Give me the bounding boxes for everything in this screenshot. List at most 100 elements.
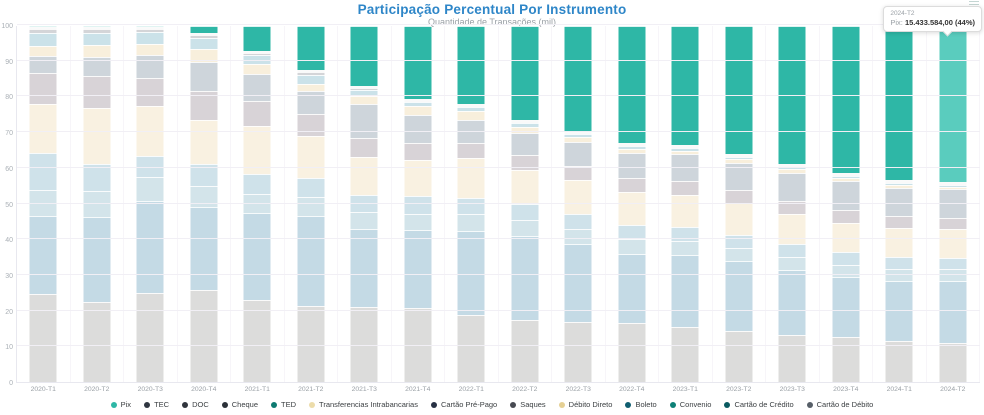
segment-ted[interactable] <box>564 133 592 137</box>
segment-transferencias-intrabancarias[interactable] <box>83 45 111 58</box>
legend-item-tec[interactable]: TEC <box>144 400 169 409</box>
segment-cart-o-pr-pago[interactable] <box>297 91 325 114</box>
segment-saques[interactable] <box>511 154 539 170</box>
segment-cart-o-de-d-bito[interactable] <box>778 334 806 382</box>
segment-cart-o-de-cr-dito[interactable] <box>671 254 699 328</box>
segment-cart-o-de-cr-dito[interactable] <box>778 270 806 335</box>
segment-saques[interactable] <box>671 181 699 195</box>
segment-cart-o-de-d-bito[interactable] <box>404 307 432 382</box>
segment-d-bito-direto[interactable] <box>190 120 218 165</box>
segment-saques[interactable] <box>83 75 111 109</box>
segment-cart-o-de-cr-dito[interactable] <box>832 276 860 337</box>
segment-d-bito-direto[interactable] <box>350 156 378 195</box>
segment-transferencias-intrabancarias[interactable] <box>564 136 592 142</box>
segment-doc[interactable] <box>136 28 164 30</box>
segment-pix[interactable] <box>136 26 164 27</box>
segment-ted[interactable] <box>350 90 378 96</box>
segment-convenio[interactable] <box>832 264 860 277</box>
segment-tec[interactable] <box>671 144 699 146</box>
segment-cheque[interactable] <box>297 72 325 75</box>
segment-doc[interactable] <box>350 87 378 89</box>
segment-saques[interactable] <box>832 210 860 223</box>
segment-cart-o-pr-pago[interactable] <box>243 74 271 102</box>
stacked-bar-2022-T2[interactable] <box>511 26 539 382</box>
segment-saques[interactable] <box>618 178 646 193</box>
segment-ted[interactable] <box>297 74 325 84</box>
segment-cart-o-de-d-bito[interactable] <box>136 293 164 382</box>
segment-doc[interactable] <box>939 182 967 184</box>
stacked-bar-2023-T3[interactable] <box>778 26 806 382</box>
segment-convenio[interactable] <box>511 220 539 236</box>
segment-d-bito-direto[interactable] <box>83 108 111 164</box>
segment-pix[interactable] <box>297 25 325 71</box>
segment-convenio[interactable] <box>243 193 271 214</box>
segment-saques[interactable] <box>297 113 325 136</box>
legend-item-pix[interactable]: Pix <box>110 400 131 409</box>
legend-item-cart-o-de-d-bito[interactable]: Cartão de Débito <box>806 400 873 409</box>
segment-doc[interactable] <box>832 174 860 176</box>
stacked-bar-2024-T1[interactable] <box>885 26 913 382</box>
segment-tec[interactable] <box>243 50 271 52</box>
stacked-bar-2024-T2[interactable] <box>939 26 967 382</box>
segment-convenio[interactable] <box>136 176 164 201</box>
segment-boleto[interactable] <box>671 226 699 241</box>
segment-cart-o-pr-pago[interactable] <box>564 141 592 166</box>
legend-item-cart-o-pr-pago[interactable]: Cartão Pré-Pago <box>430 400 497 409</box>
segment-convenio[interactable] <box>725 248 753 262</box>
segment-doc[interactable] <box>778 165 806 167</box>
segment-cheque[interactable] <box>671 146 699 148</box>
segment-saques[interactable] <box>243 101 271 126</box>
segment-boleto[interactable] <box>564 213 592 229</box>
segment-ted[interactable] <box>404 102 432 107</box>
stacked-bar-2020-T2[interactable] <box>83 25 111 382</box>
segment-convenio[interactable] <box>939 269 967 281</box>
segment-cart-o-de-d-bito[interactable] <box>885 340 913 382</box>
segment-tec[interactable] <box>939 181 967 183</box>
segment-convenio[interactable] <box>350 211 378 230</box>
segment-ted[interactable] <box>83 32 111 46</box>
legend-item-d-bito-direto[interactable]: Débito Direto <box>558 400 612 409</box>
segment-doc[interactable] <box>671 145 699 147</box>
segment-d-bito-direto[interactable] <box>457 158 485 198</box>
segment-convenio[interactable] <box>83 190 111 218</box>
segment-cheque[interactable] <box>511 122 539 124</box>
segment-saques[interactable] <box>29 73 57 104</box>
segment-cart-o-de-cr-dito[interactable] <box>190 206 218 291</box>
segment-cart-o-pr-pago[interactable] <box>778 172 806 201</box>
segment-transferencias-intrabancarias[interactable] <box>725 159 753 163</box>
segment-transferencias-intrabancarias[interactable] <box>618 148 646 153</box>
segment-d-bito-direto[interactable] <box>885 228 913 258</box>
segment-ted[interactable] <box>243 55 271 64</box>
segment-transferencias-intrabancarias[interactable] <box>939 186 967 190</box>
segment-cheque[interactable] <box>190 35 218 38</box>
segment-doc[interactable] <box>457 105 485 106</box>
segment-pix[interactable] <box>671 25 699 145</box>
segment-cheque[interactable] <box>832 175 860 177</box>
segment-doc[interactable] <box>511 121 539 122</box>
segment-pix[interactable] <box>511 26 539 120</box>
stacked-bar-2022-T3[interactable] <box>564 26 592 382</box>
segment-cart-o-de-cr-dito[interactable] <box>511 235 539 321</box>
stacked-bar-2021-T1[interactable] <box>243 26 271 382</box>
segment-cart-o-de-d-bito[interactable] <box>457 314 485 382</box>
segment-cart-o-de-cr-dito[interactable] <box>350 229 378 308</box>
segment-cart-o-de-cr-dito[interactable] <box>564 243 592 323</box>
segment-convenio[interactable] <box>457 214 485 231</box>
segment-cart-o-de-d-bito[interactable] <box>297 305 325 382</box>
segment-cart-o-de-cr-dito[interactable] <box>243 213 271 301</box>
segment-transferencias-intrabancarias[interactable] <box>190 49 218 63</box>
legend-item-boleto[interactable]: Boleto <box>625 400 657 409</box>
segment-saques[interactable] <box>725 190 753 204</box>
segment-boleto[interactable] <box>136 155 164 177</box>
legend-item-cart-o-de-cr-dito[interactable]: Cartão de Crédito <box>724 400 794 409</box>
segment-d-bito-direto[interactable] <box>404 159 432 197</box>
segment-boleto[interactable] <box>725 234 753 249</box>
stacked-bar-2023-T4[interactable] <box>832 26 860 382</box>
segment-saques[interactable] <box>457 142 485 159</box>
segment-saques[interactable] <box>939 217 967 230</box>
segment-cart-o-de-d-bito[interactable] <box>190 290 218 382</box>
segment-ted[interactable] <box>190 37 218 50</box>
segment-boleto[interactable] <box>190 164 218 186</box>
segment-doc[interactable] <box>243 51 271 53</box>
segment-tec[interactable] <box>297 70 325 72</box>
